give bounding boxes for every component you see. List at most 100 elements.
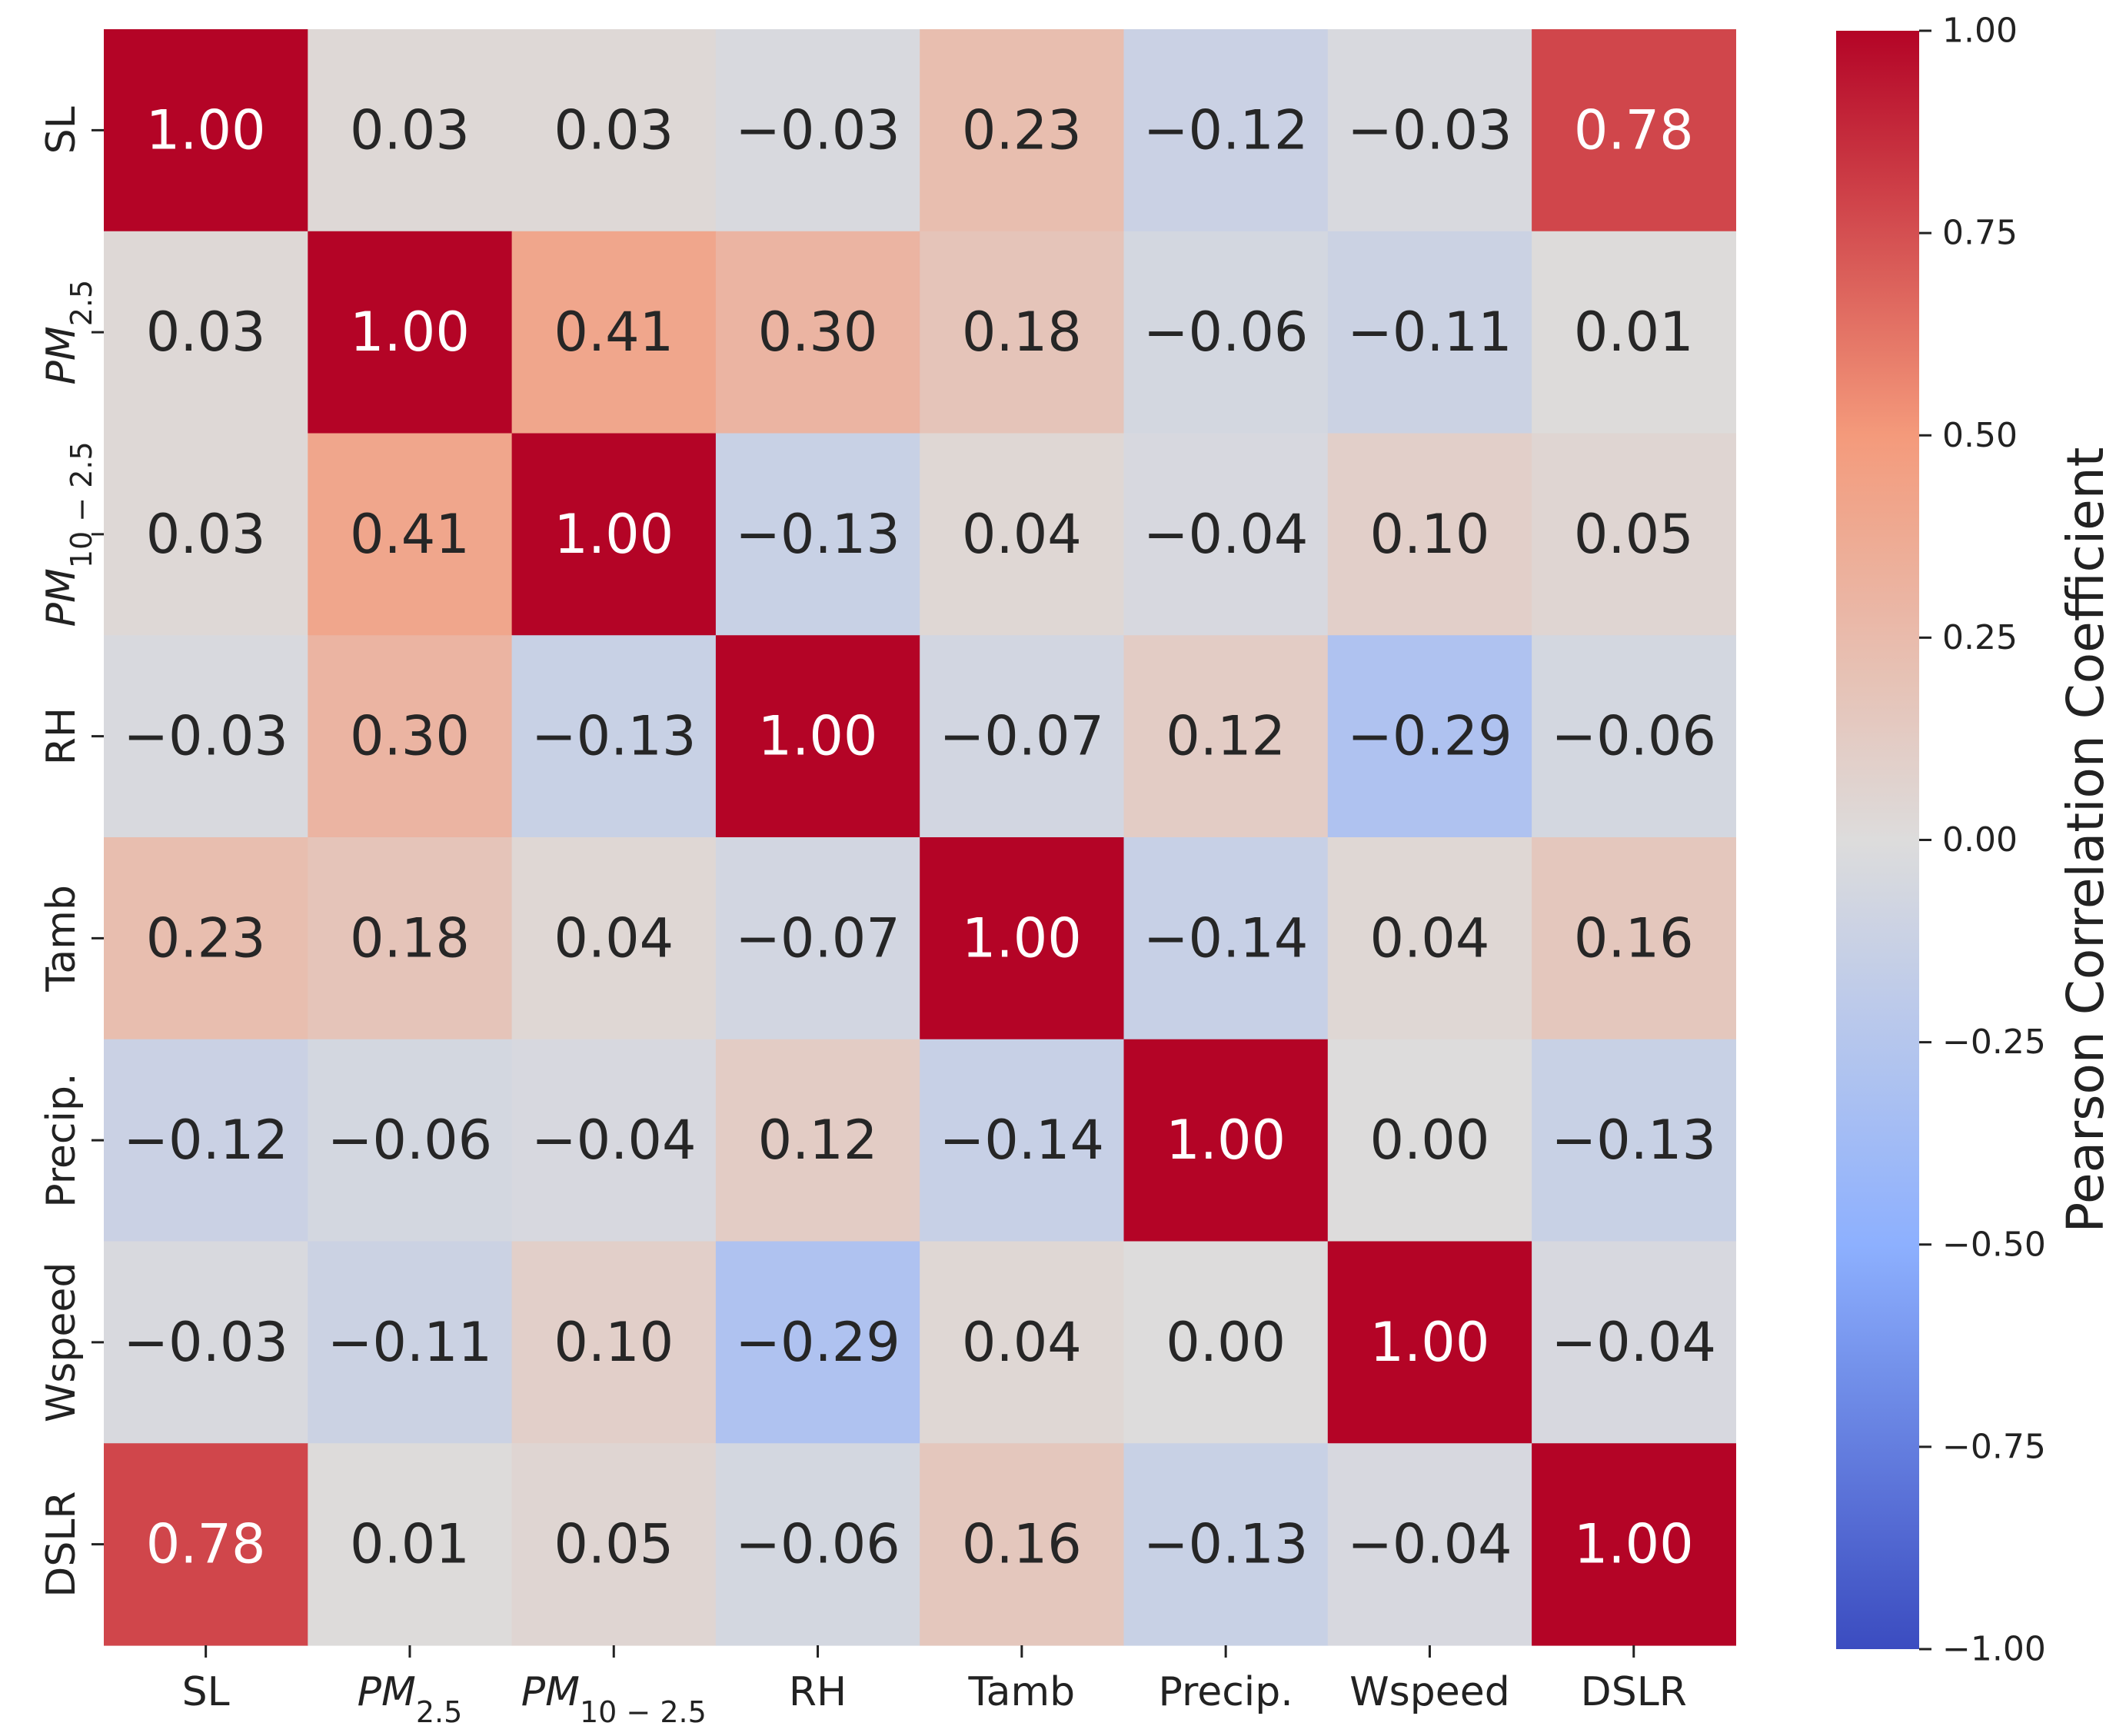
heatmap-cell-Wspeed-PM2.5 [308, 1241, 513, 1444]
colorbar-tick-label: 0.25 [1942, 618, 2018, 657]
cell-value-RH-PM10-2.5: −0.13 [531, 705, 697, 768]
heatmap-cell-labels: 1.00 0.03 0.03 −0.03 0.23 −0.12 −0.03 0.78 0.03 1… [123, 98, 1716, 1575]
cell-value-RH-Precip.: 0.12 [1166, 705, 1286, 768]
heatmap-cell-PM2.5-PM10-2.5 [511, 231, 717, 434]
x-tick-label-PM10-2.5: PM10 − 2.5 [521, 1669, 707, 1729]
cell-value-RH-DSLR: −0.06 [1551, 705, 1716, 768]
cell-value-Tamb-RH: −0.07 [735, 906, 900, 969]
colorbar-tick-label: −0.75 [1942, 1427, 2046, 1466]
heatmap-cell-DSLR-PM2.5 [308, 1443, 513, 1646]
heatmap-cell-RH-PM2.5 [308, 635, 513, 838]
heatmap-cell-RH-Wspeed [1327, 635, 1532, 838]
y-tick-label-SL: SL [38, 106, 85, 154]
heatmap-cell-Tamb-PM2.5 [308, 837, 513, 1040]
cell-value-Precip.-DSLR: −0.13 [1551, 1109, 1716, 1172]
heatmap-cell-SL-Tamb [920, 29, 1125, 232]
colorbar-tick-label: −1.00 [1942, 1630, 2046, 1669]
cell-value-Wspeed-Wspeed: 1.00 [1370, 1311, 1490, 1374]
y-tick-label-DSLR: DSLR [38, 1492, 85, 1598]
heatmap-cell-Wspeed-Tamb [920, 1241, 1125, 1444]
cell-value-Precip.-PM2.5: −0.06 [328, 1109, 493, 1172]
heatmap-cell-PM10-2.5-PM2.5 [308, 433, 513, 636]
heatmap-cells [104, 29, 1736, 1646]
heatmap-cell-RH-Precip. [1123, 635, 1329, 838]
cell-value-DSLR-Tamb: 0.16 [962, 1513, 1082, 1576]
cell-value-Precip.-Tamb: −0.14 [940, 1109, 1105, 1172]
cell-value-DSLR-DSLR: 1.00 [1574, 1513, 1694, 1576]
heatmap-cell-PM2.5-SL [104, 231, 308, 434]
heatmap-cell-SL-SL [104, 29, 308, 232]
cell-value-Tamb-SL: 0.23 [146, 906, 266, 969]
y-axis: SL PM2.5 PM10 − 2.5 RH Tamb Precip. Wspeed DSLR [38, 106, 104, 1598]
heatmap-cell-Wspeed-DSLR [1532, 1241, 1736, 1444]
heatmap-cell-DSLR-Precip. [1123, 1443, 1329, 1646]
heatmap-cell-Tamb-SL [104, 837, 308, 1040]
cell-value-RH-Tamb: −0.07 [940, 705, 1105, 768]
cell-value-Wspeed-Precip.: 0.00 [1166, 1311, 1286, 1374]
cell-value-DSLR-PM10-2.5: 0.05 [554, 1513, 674, 1576]
y-tick-label-PM10-2.5: PM10 − 2.5 [38, 441, 98, 627]
heatmap-cell-Precip.-PM2.5 [308, 1039, 513, 1242]
heatmap-cell-RH-DSLR [1532, 635, 1736, 838]
cell-value-PM10-2.5-PM2.5: 0.41 [350, 503, 470, 566]
heatmap-cell-Wspeed-RH [715, 1241, 920, 1444]
x-tick-label-DSLR: DSLR [1581, 1669, 1687, 1715]
y-tick-label-Tamb: Tamb [38, 885, 85, 993]
heatmap-cell-Tamb-RH [715, 837, 920, 1040]
cell-value-PM2.5-Precip.: −0.06 [1143, 301, 1309, 364]
heatmap-cell-Wspeed-PM10-2.5 [511, 1241, 717, 1444]
cell-value-Precip.-SL: −0.12 [123, 1109, 288, 1172]
heatmap-cell-Wspeed-Precip. [1123, 1241, 1329, 1444]
cell-value-PM10-2.5-Tamb: 0.04 [962, 503, 1082, 566]
cell-value-Tamb-Precip.: −0.14 [1143, 906, 1309, 969]
cell-value-PM10-2.5-SL: 0.03 [146, 503, 266, 566]
cell-value-Tamb-PM2.5: 0.18 [350, 906, 470, 969]
heatmap-cell-Tamb-Precip. [1123, 837, 1329, 1040]
heatmap-cell-RH-RH [715, 635, 920, 838]
heatmap-cell-RH-PM10-2.5 [511, 635, 717, 838]
x-tick-label-RH: RH [789, 1669, 847, 1715]
heatmap-cell-SL-RH [715, 29, 920, 232]
cell-value-PM2.5-Tamb: 0.18 [962, 301, 1082, 364]
colorbar-tick-label: −0.25 [1942, 1023, 2046, 1062]
colorbar-tick-label: −0.50 [1942, 1225, 2046, 1264]
cell-value-Wspeed-DSLR: −0.04 [1551, 1311, 1716, 1374]
y-tick-label-PM2.5: PM2.5 [38, 280, 98, 385]
cell-value-PM10-2.5-Wspeed: 0.10 [1370, 503, 1490, 566]
heatmap-cell-DSLR-RH [715, 1443, 920, 1646]
heatmap-cell-RH-Tamb [920, 635, 1125, 838]
x-tick-label-Tamb: Tamb [968, 1669, 1076, 1715]
cell-value-Tamb-DSLR: 0.16 [1574, 906, 1694, 969]
heatmap-cell-PM10-2.5-PM10-2.5 [511, 433, 717, 636]
cell-value-DSLR-Precip.: −0.13 [1143, 1513, 1309, 1576]
cell-value-PM2.5-PM2.5: 1.00 [350, 301, 470, 364]
cell-value-PM2.5-Wspeed: −0.11 [1347, 301, 1512, 364]
cell-value-SL-DSLR: 0.78 [1574, 98, 1694, 161]
heatmap-cell-DSLR-Wspeed [1327, 1443, 1532, 1646]
heatmap-cell-PM10-2.5-Precip. [1123, 433, 1329, 636]
heatmap-cell-PM10-2.5-Wspeed [1327, 433, 1532, 636]
heatmap-cell-Tamb-PM10-2.5 [511, 837, 717, 1040]
cell-value-PM10-2.5-RH: −0.13 [735, 503, 900, 566]
colorbar-tick-label: 0.50 [1942, 416, 2018, 455]
colorbar-gradient [1836, 31, 1919, 1649]
cell-value-SL-PM10-2.5: 0.03 [554, 98, 674, 161]
cell-value-SL-SL: 1.00 [146, 98, 266, 161]
heatmap-cell-PM10-2.5-DSLR [1532, 433, 1736, 636]
x-tick-label-Precip.: Precip. [1159, 1669, 1293, 1715]
cell-value-Tamb-Tamb: 1.00 [962, 906, 1082, 969]
heatmap-cell-SL-PM2.5 [308, 29, 513, 232]
heatmap-cell-Wspeed-Wspeed [1327, 1241, 1532, 1444]
cell-value-DSLR-Wspeed: −0.04 [1347, 1513, 1512, 1576]
x-axis: SL PM2.5 PM10 − 2.5 RH Tamb Precip. Wspeed DSLR [182, 1645, 1687, 1729]
heatmap-cell-Precip.-Wspeed [1327, 1039, 1532, 1242]
cell-value-Wspeed-RH: −0.29 [735, 1311, 900, 1374]
cell-value-PM2.5-SL: 0.03 [146, 301, 266, 364]
cell-value-PM10-2.5-PM10-2.5: 1.00 [554, 503, 674, 566]
heatmap-cell-DSLR-PM10-2.5 [511, 1443, 717, 1646]
cell-value-SL-Tamb: 0.23 [962, 98, 1082, 161]
heatmap-cell-Wspeed-SL [104, 1241, 308, 1444]
cell-value-Precip.-RH: 0.12 [758, 1109, 878, 1172]
